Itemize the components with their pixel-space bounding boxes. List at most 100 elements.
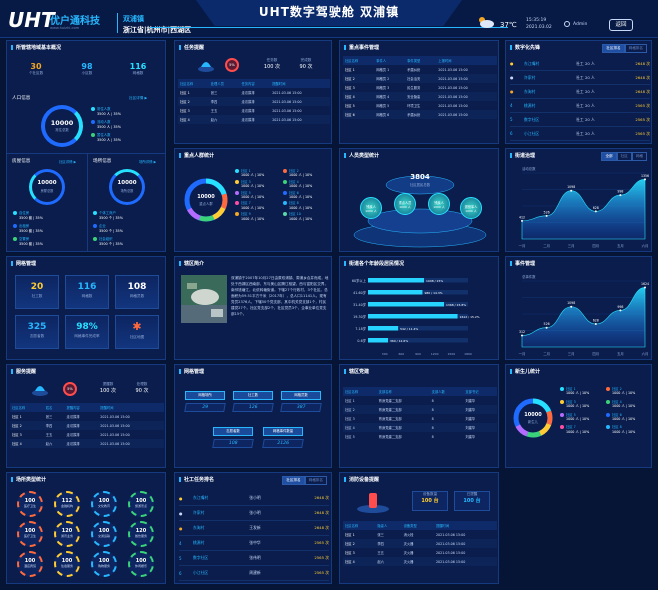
table-cell: 张三 <box>210 91 218 95</box>
bar[interactable] <box>368 338 388 343</box>
place-type-ring[interactable]: 120 通讯业务 <box>54 521 80 547</box>
rank-row[interactable]: 5 数字社区 社工 20 人 2565 次 <box>510 113 650 127</box>
table-row[interactable]: 社区 2 李四 走访摸排 2021.03.06 15:00 <box>178 97 330 106</box>
user-name[interactable]: Admin <box>573 22 588 27</box>
grid-stat-box[interactable]: 116 网格数 <box>65 275 109 309</box>
place-type-ring[interactable]: 100 医疗卫生 <box>17 491 43 517</box>
table-row[interactable]: 社区 3 王五 走访摸排 2021.03.06 15:00 <box>10 430 164 439</box>
bar[interactable] <box>368 302 444 307</box>
table-row[interactable]: 社区 4 赵六 走访摸排 2021.03.06 15:00 <box>10 439 164 448</box>
data-point[interactable] <box>594 210 597 213</box>
rank-row[interactable]: 5 数字社区 张伟明 2565 次 <box>179 551 329 566</box>
table-cell: 李四 <box>43 421 65 430</box>
grid-stat-box[interactable]: 20 社工数 <box>15 275 59 309</box>
tab-1[interactable]: 社区 <box>616 152 632 161</box>
table-row[interactable]: 社区 2 李四 灭火器 2021.03.06 15:00 <box>343 539 497 548</box>
rank-row[interactable]: ● 许家村 社工 20 人 2648 次 <box>510 71 650 85</box>
table-row[interactable]: 社区 1 张三 消火栓 2021.03.06 15:00 <box>343 530 497 539</box>
bar[interactable] <box>368 290 423 295</box>
data-point[interactable] <box>570 305 573 308</box>
table-row[interactable]: 社区 3 王五 灭火器 2021.03.06 15:00 <box>343 548 497 557</box>
place-type-ring[interactable]: 100 文化教育 <box>91 491 117 517</box>
place-type-ring[interactable]: 100 住宿服务 <box>54 551 80 577</box>
data-point[interactable] <box>619 194 622 197</box>
place-type-ring[interactable]: 120 餐饮服务 <box>128 521 154 547</box>
housing-details-link[interactable]: 社区详情 ▶ <box>59 160 77 164</box>
bar[interactable] <box>368 314 458 319</box>
rank-row[interactable]: ● 东淘村 社工 20 人 2648 次 <box>510 85 650 99</box>
table-row[interactable]: 社区 2 网格员 2 社会治安 2021.03.06 15:00 <box>343 74 497 83</box>
place-type-ring[interactable]: 100 医疗卫生 <box>17 521 43 547</box>
data-point[interactable] <box>545 214 548 217</box>
rank-row[interactable]: 6 小江社区 社工 20 人 2565 次 <box>510 127 650 141</box>
data-point[interactable] <box>521 334 523 337</box>
place-type-count: 100 <box>98 498 110 504</box>
table-row[interactable]: 社区 3 王五 走访摸排 2021.03.06 15:00 <box>178 106 330 115</box>
place-type-ring[interactable]: 100 旅游景点 <box>128 491 154 517</box>
table-row[interactable]: 社区 4 赵六 走访摸排 2021.03.06 15:00 <box>178 115 330 124</box>
place-type-ring[interactable]: 100 交通运输 <box>91 521 117 547</box>
places-details-link[interactable]: 场所详情 ▶ <box>139 160 157 164</box>
rank-row[interactable]: ● 许家村 张小明 2648 次 <box>179 506 329 521</box>
logo-mark: UHT <box>8 8 55 32</box>
tab-1[interactable]: 网格排名 <box>624 44 647 53</box>
rank-row[interactable]: 6 小江社区 周建新 2565 次 <box>179 566 329 581</box>
table-row[interactable]: 社区 4 网格员 4 安全隐患 2021.03.06 15:00 <box>343 92 497 101</box>
back-button[interactable]: 返回 <box>609 19 633 31</box>
x-tick-label: 300 <box>382 352 388 356</box>
table-row[interactable]: 社区 4 育身党建二支部 8 刘建华 <box>343 423 497 432</box>
place-type-ring[interactable]: 100 休闲娱乐 <box>128 551 154 577</box>
table-row[interactable]: 社区 1 张三 走访摸排 2021.03.06 15:00 <box>10 412 164 421</box>
grid-stat-box[interactable]: ✱ 社区地图 <box>115 315 159 349</box>
rank-row[interactable]: 4 桃源村 张中华 2565 次 <box>179 536 329 551</box>
tab-0[interactable]: 社区排名 <box>282 476 305 485</box>
rank-row[interactable]: ● 东江嘴村 张小明 2648 次 <box>179 491 329 506</box>
table-row[interactable]: 社区 6 网格员 6 矛盾纠纷 2021.03.06 15:00 <box>343 110 497 119</box>
data-point[interactable] <box>644 286 646 289</box>
place-type-count: 100 <box>24 528 36 534</box>
legend-item: 个体工商户 3500 个 | 35% <box>93 211 123 220</box>
grid-stat-box[interactable]: 325 志愿者数 <box>15 315 59 349</box>
grid-label: 网格员数 <box>281 391 321 400</box>
population-details-link[interactable]: 社区详情 ▶ <box>129 96 148 100</box>
table-row[interactable]: 社区 4 赵六 灭火器 2021.03.06 15:00 <box>343 557 497 566</box>
y-tick-label: 41-60岁 <box>353 290 366 295</box>
bar[interactable] <box>368 278 424 283</box>
x-tick-label: 900 <box>415 352 421 356</box>
legend-dot <box>606 387 610 391</box>
tab-0[interactable]: 社区排名 <box>602 44 625 53</box>
rank-row[interactable]: ● 东江嘴村 社工 20 人 2648 次 <box>510 57 650 71</box>
table-row[interactable]: 社区 2 李四 走访摸排 2021.03.06 15:00 <box>10 421 164 430</box>
place-type-ring[interactable]: 100 购物服务 <box>91 551 117 577</box>
place-type-ring[interactable]: 100 酒店宾馆 <box>17 551 43 577</box>
data-point[interactable] <box>570 189 573 192</box>
table-row[interactable]: 社区 3 网格员 3 民生服务 2021.03.06 15:00 <box>343 83 497 92</box>
table-row[interactable]: 社区 5 网格员 5 环境卫生 2021.03.06 15:00 <box>343 101 497 110</box>
data-point[interactable] <box>521 219 523 222</box>
tab-1[interactable]: 网格排名 <box>304 476 327 485</box>
data-point[interactable] <box>594 322 597 325</box>
data-point[interactable] <box>619 309 622 312</box>
grid-stat-box[interactable]: 98% 网格事件完成率 <box>65 315 109 349</box>
data-point[interactable] <box>545 326 548 329</box>
rank-row[interactable]: 4 桃源村 社工 20 人 2565 次 <box>510 99 650 113</box>
rank-count: 2565 次 <box>635 130 650 136</box>
rank-sub: 张小明 <box>249 510 261 515</box>
table-row[interactable]: 社区 1 网格员 1 矛盾纠纷 2021.03.06 15:00 <box>343 65 497 74</box>
service-table: 社区名称 姓名 提醒内容 提醒时间 社区 1 张三 走访摸排 2021.03.06 15:00… <box>10 403 164 448</box>
tab-2[interactable]: 网格 <box>631 152 647 161</box>
grid-stat-value: 325 <box>27 322 47 332</box>
tab-0[interactable]: 全部 <box>601 152 617 161</box>
place-type-ring[interactable]: 112 金融机构 <box>54 491 80 517</box>
table-row[interactable]: 社区 3 育身党建二支部 8 刘建华 <box>343 414 497 423</box>
table-row[interactable]: 社区 1 育身党建二支部 8 刘建华 <box>343 396 497 405</box>
table-row[interactable]: 社区 1 张三 走访摸排 2021.03.06 15:00 <box>178 88 330 97</box>
bar[interactable] <box>368 326 399 331</box>
panel-street-governance: 街道治理 全部 社区 网格 活动总数 412 一月 526 二月 1098 三月 628 四月 998… <box>505 148 652 252</box>
rank-row[interactable]: ● 东淘村 王发新 2648 次 <box>179 521 329 536</box>
grid-stat-box[interactable]: 108 网格员数 <box>115 275 159 309</box>
panel-title: 社工任务排名 <box>179 476 214 483</box>
table-row[interactable]: 社区 5 育身党建二支部 8 刘建华 <box>343 432 497 441</box>
table-row[interactable]: 社区 2 育身党建二支部 8 刘建华 <box>343 405 497 414</box>
data-point[interactable] <box>644 178 646 181</box>
